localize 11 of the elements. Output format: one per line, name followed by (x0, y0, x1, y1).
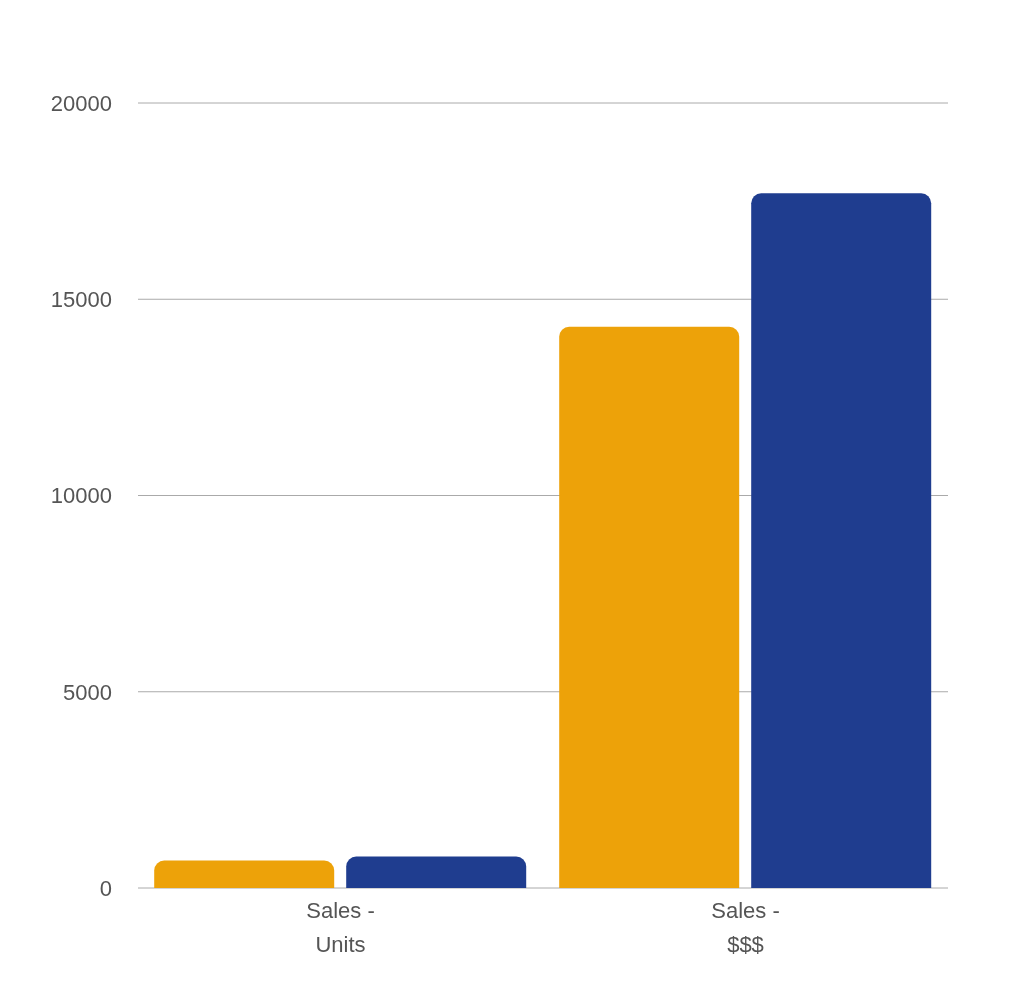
x-tick-label: Sales - Units (306, 898, 375, 957)
y-tick-label: 20000 (50, 90, 112, 116)
bar (559, 326, 740, 888)
bar (154, 860, 335, 888)
bar (346, 856, 527, 888)
y-tick-label: 0 (99, 875, 112, 901)
bar (751, 193, 932, 888)
x-tick-label: Sales - $$$ (711, 898, 780, 957)
y-tick-label: 5000 (63, 679, 112, 705)
y-tick-label: 10000 (50, 483, 112, 509)
y-tick-label: 15000 (50, 287, 112, 313)
